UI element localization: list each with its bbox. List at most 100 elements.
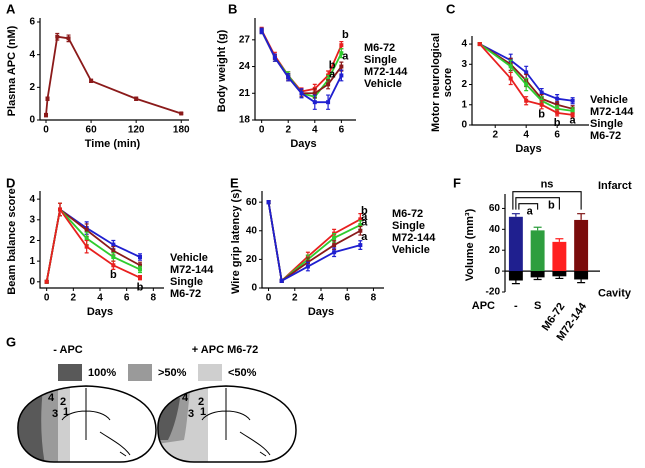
marker [299,91,304,96]
y-tick-label: 20 [246,254,258,265]
axes [39,191,164,289]
bar [530,230,545,272]
y-tick-label: 18 [239,115,251,126]
marker [332,250,337,255]
x-tick-label: 4 [523,130,529,141]
y-tick-label: -20 [486,287,501,298]
legend-label: Single [170,276,203,288]
marker [279,278,284,283]
marker [134,96,139,101]
comparison-label: ns [541,179,554,191]
comparison-label: a [527,206,534,218]
y-tick-label: 24 [239,61,251,72]
x-axis-label: Days [308,306,334,318]
annotation: b [538,109,545,121]
marker [89,78,94,83]
y-axis-label: Wire grip latency (s) [230,189,242,294]
x-tick-label: 180 [173,125,190,136]
annotation: a [570,115,577,127]
marker [570,98,575,103]
y-tick-label: 27 [239,34,251,45]
y-tick-label: 4 [29,194,35,205]
legend-label: 100% [88,367,116,379]
marker [555,110,560,115]
bar [574,271,589,280]
marker [286,75,291,80]
marker [555,96,560,101]
bracket [518,203,539,210]
legend-label: M72-144 [170,264,214,276]
x-tick-label: 6 [344,293,350,304]
legend-label: Vehicle [364,78,402,90]
y-axis-label: score [442,68,454,97]
y-axis-label: Plasma APC (nM) [6,25,18,116]
y-tick-label: 0 [494,266,500,277]
line [479,43,573,112]
legend-label: Vehicle [590,94,628,106]
marker [339,43,344,48]
marker [339,51,344,56]
marker [339,73,344,78]
bar [508,216,523,272]
annotation: a [329,68,336,80]
y-tick-label: 3 [461,59,467,70]
marker [44,113,49,118]
y-tick-label: 60 [246,197,258,208]
axes [39,18,189,121]
legend-label: Vehicle [392,244,430,256]
y-tick-label: 1 [461,99,467,110]
legend-label: <50% [228,367,257,379]
legend-label: >50% [158,367,187,379]
error-bar [555,276,564,280]
y-axis-label: Motor neurological [430,33,442,132]
marker [570,112,575,117]
y-tick-label: 1 [29,256,35,267]
x-tick-label: 6 [339,125,345,136]
region-label: 4 [48,392,55,404]
x-tick-label: - [514,300,518,312]
y-tick-label: 2 [461,79,467,90]
marker [138,255,142,259]
comparison-label: b [548,200,555,212]
x-tick-label: 2 [71,293,77,304]
error-bar [577,279,586,284]
y-tick-label: 4 [29,49,35,60]
x-tick-label: 4 [318,293,324,304]
marker [358,217,363,222]
line [267,202,361,283]
marker [358,223,363,228]
group-title: - APC [53,344,83,356]
legend-label: M72-144 [392,232,436,244]
marker [524,98,529,103]
x-tick-label: 8 [151,293,157,304]
y-axis-label: Body weight (g) [216,29,228,112]
marker [179,111,184,116]
legend-swatch [58,364,82,381]
marker [539,102,544,107]
annotation: a [361,211,368,223]
bracket [515,197,560,210]
x-tick-label: 0 [44,293,50,304]
marker [45,96,50,101]
marker [332,235,337,240]
line [479,43,573,110]
annotation: a [361,217,368,229]
region-label: 2 [198,396,204,408]
y-tick-label: 40 [489,224,501,235]
y-tick-label: 0 [461,120,467,131]
x-axis-label: APC [472,300,495,312]
bar [530,271,545,278]
x-axis-label: Days [515,143,541,155]
error-bar [511,280,520,285]
bar [508,271,523,281]
marker [326,100,331,105]
marker [266,200,271,205]
x-axis-label: Days [87,306,113,318]
region-label: 1 [200,406,206,418]
marker [524,70,529,75]
panel-letter: B [228,1,237,16]
x-tick-label: 0 [259,125,265,136]
legend-label: M72-144 [364,66,408,78]
region-label: 1 [63,406,69,418]
